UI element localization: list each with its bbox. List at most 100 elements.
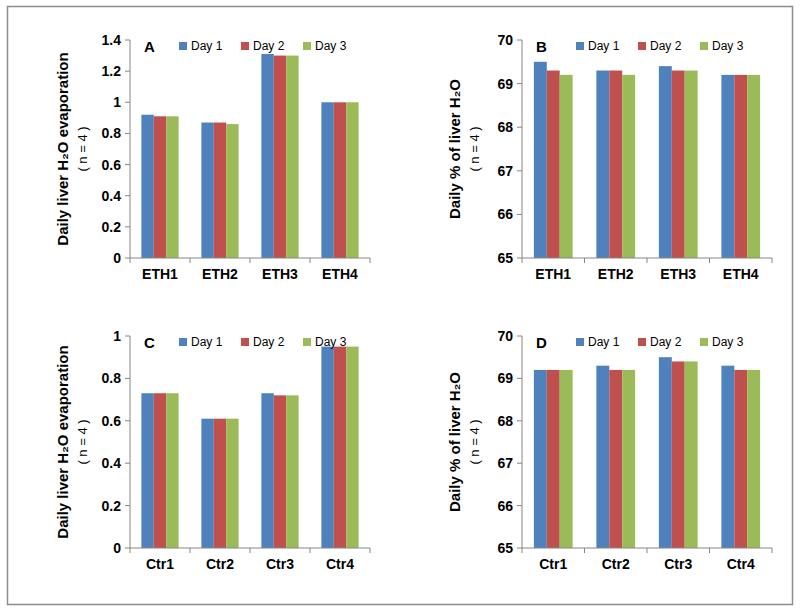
y-tick-label: 70 bbox=[497, 328, 513, 344]
y-tick-label: 69 bbox=[497, 76, 513, 92]
bar bbox=[622, 370, 635, 548]
figure-frame bbox=[8, 7, 793, 605]
bar bbox=[154, 116, 166, 258]
y-tick bbox=[125, 71, 130, 72]
legend-swatch bbox=[576, 338, 584, 346]
bar bbox=[659, 66, 672, 258]
y-tick bbox=[125, 336, 130, 337]
y-tick bbox=[125, 420, 130, 421]
bars bbox=[534, 357, 760, 548]
bar bbox=[346, 347, 358, 548]
y-tick bbox=[517, 505, 522, 506]
y-tick-label: 65 bbox=[497, 540, 513, 556]
x-tick-label: ETH3 bbox=[660, 266, 696, 282]
y-tick bbox=[125, 226, 130, 227]
bar bbox=[685, 71, 698, 258]
bar bbox=[721, 75, 734, 258]
y-tick bbox=[125, 40, 130, 41]
bar bbox=[547, 71, 560, 258]
legend-swatch bbox=[700, 338, 708, 346]
y-tick bbox=[517, 170, 522, 171]
y-axis bbox=[130, 336, 131, 548]
x-tick bbox=[130, 548, 131, 553]
y-tick-label: 1 bbox=[113, 94, 121, 110]
y-axis-label: Daily % of liver H₂O bbox=[446, 79, 463, 219]
y-tick-label: 69 bbox=[497, 370, 513, 386]
y-axis bbox=[130, 40, 131, 258]
x-tick-label: ETH2 bbox=[598, 266, 634, 282]
legend-label: Day 2 bbox=[650, 39, 682, 53]
x-tick-label: Ctr3 bbox=[266, 556, 294, 572]
legend-swatch bbox=[303, 338, 311, 346]
y-tick bbox=[517, 214, 522, 215]
bar bbox=[534, 62, 547, 258]
x-tick bbox=[190, 258, 191, 263]
y-tick-label: 67 bbox=[497, 455, 513, 471]
bar bbox=[334, 347, 346, 548]
y-tick-label: 0.2 bbox=[102, 498, 122, 514]
y-tick-label: 68 bbox=[497, 413, 513, 429]
legend-swatch bbox=[638, 338, 646, 346]
legend-label: Day 2 bbox=[650, 335, 682, 349]
x-tick-label: Ctr4 bbox=[326, 556, 354, 572]
panel: 00.20.40.60.811.21.4ETH1ETH2ETH3ETH4Dail… bbox=[54, 32, 370, 282]
bar bbox=[622, 75, 635, 258]
y-tick bbox=[517, 548, 522, 549]
y-tick bbox=[125, 195, 130, 196]
y-tick bbox=[125, 548, 130, 549]
panel-letter: A bbox=[144, 38, 155, 55]
y-tick bbox=[517, 463, 522, 464]
x-tick-label: ETH1 bbox=[142, 266, 178, 282]
y-tick bbox=[125, 164, 130, 165]
bar bbox=[346, 102, 358, 258]
y-axis-label: ( n = 4 ) bbox=[75, 126, 90, 171]
legend-swatch bbox=[241, 42, 249, 50]
bar bbox=[609, 71, 622, 258]
legend-swatch bbox=[179, 338, 187, 346]
bar bbox=[596, 71, 609, 258]
y-tick bbox=[517, 378, 522, 379]
y-tick-label: 0.8 bbox=[102, 125, 122, 141]
y-tick-label: 0.6 bbox=[102, 413, 122, 429]
x-tick-label: Ctr2 bbox=[602, 556, 630, 572]
y-tick-label: 68 bbox=[497, 119, 513, 135]
legend-swatch bbox=[700, 42, 708, 50]
y-tick-label: 66 bbox=[497, 498, 513, 514]
y-axis-label: Daily liver H₂O evaporation bbox=[54, 345, 71, 538]
bar bbox=[214, 419, 226, 548]
legend-label: Day 3 bbox=[315, 335, 347, 349]
y-tick-label: 0 bbox=[113, 250, 121, 266]
bar bbox=[286, 56, 298, 258]
x-tick bbox=[130, 258, 131, 263]
panel-letter: D bbox=[536, 334, 547, 351]
panel: 656667686970Ctr1Ctr2Ctr3Ctr4Daily % of l… bbox=[446, 328, 772, 572]
y-axis-label: Daily % of liver H₂O bbox=[446, 372, 463, 512]
legend-swatch bbox=[241, 338, 249, 346]
legend-swatch bbox=[638, 42, 646, 50]
bar bbox=[166, 116, 178, 258]
x-tick-label: Ctr2 bbox=[206, 556, 234, 572]
bar bbox=[547, 370, 560, 548]
bar bbox=[141, 115, 153, 258]
legend-label: Day 1 bbox=[191, 335, 223, 349]
bars bbox=[534, 62, 760, 258]
y-tick-label: 65 bbox=[497, 250, 513, 266]
x-tick bbox=[370, 258, 371, 263]
legend-label: Day 2 bbox=[253, 335, 285, 349]
x-tick bbox=[709, 548, 710, 553]
bar bbox=[560, 75, 573, 258]
x-tick bbox=[709, 258, 710, 263]
x-tick bbox=[647, 548, 648, 553]
y-tick-label: 0.2 bbox=[102, 219, 122, 235]
x-tick bbox=[522, 548, 523, 553]
y-tick-label: 0 bbox=[113, 540, 121, 556]
legend: Day 1Day 2Day 3 bbox=[576, 335, 744, 349]
bar bbox=[721, 366, 734, 548]
y-axis-label: ( n = 4 ) bbox=[75, 419, 90, 464]
x-tick bbox=[647, 258, 648, 263]
y-tick-label: 1 bbox=[113, 328, 121, 344]
legend-label: Day 1 bbox=[588, 335, 620, 349]
bar bbox=[201, 419, 213, 548]
panel-letter: B bbox=[536, 38, 547, 55]
bar bbox=[747, 370, 760, 548]
